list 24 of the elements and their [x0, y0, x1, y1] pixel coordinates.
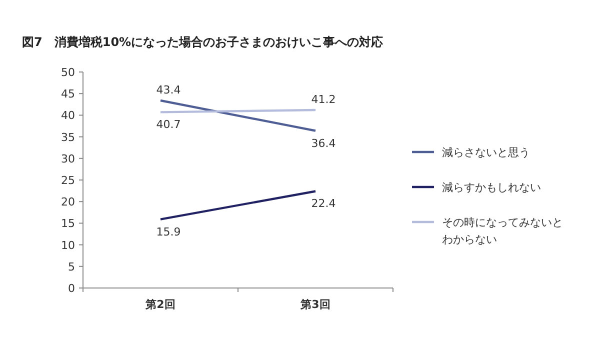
plot: 0 5 10 15 20 25 30 35 40 45 50 第2回 第3回 43.4 36.4 15.9 22.4 40.7 41.2 — [61, 66, 394, 311]
y-tick-label: 50 — [61, 66, 75, 79]
title: 図7 消費増税10%になった場合のお子さまのおけいこ事への対応 — [22, 35, 384, 49]
legend-label: 減らすかもしれない — [442, 181, 541, 194]
x-tick-label: 第2回 — [144, 298, 176, 311]
legend-label: その時になってみないとわからない — [442, 216, 563, 246]
x-tick-label: 第3回 — [300, 298, 330, 311]
y-tick-label: 45 — [61, 88, 75, 101]
y-tick-label: 35 — [61, 130, 75, 144]
data-label: 41.2 — [311, 93, 336, 106]
data-label: 36.4 — [311, 136, 336, 150]
y-tick-label: 20 — [61, 196, 75, 209]
data-label: 43.4 — [156, 84, 181, 97]
y-tick-label: 15 — [61, 217, 75, 230]
y-tick-label: 5 — [68, 260, 75, 274]
y-tick-label: 30 — [61, 152, 75, 166]
data-label: 40.7 — [156, 118, 181, 132]
data-label: 15.9 — [156, 225, 181, 238]
y-tick-label: 40 — [61, 109, 75, 122]
y-tick-label: 25 — [61, 174, 75, 187]
y-tick-label: 0 — [68, 282, 75, 295]
y-tick-label: 10 — [61, 238, 75, 252]
legend-label: 減らさないと思う — [442, 146, 530, 159]
data-label: 22.4 — [311, 197, 336, 210]
